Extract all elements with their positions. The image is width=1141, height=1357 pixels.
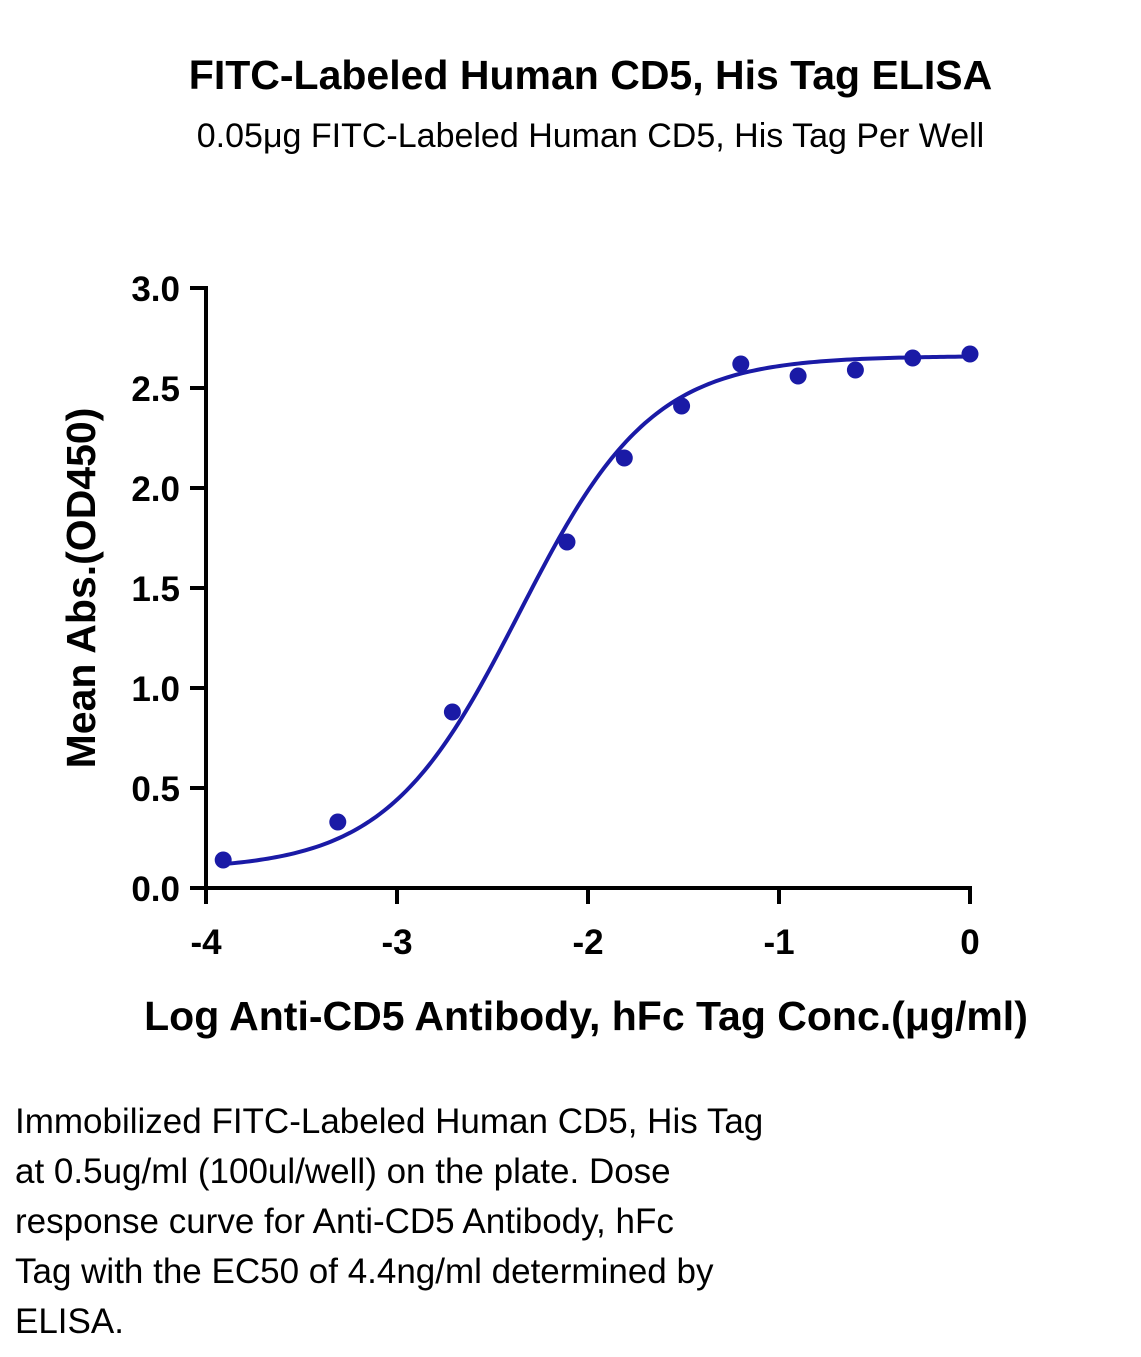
y-tick-label: 1.5	[131, 570, 180, 609]
x-axis-label: Log Anti-CD5 Antibody, hFc Tag Conc.(μg/…	[144, 993, 1028, 1039]
data-point	[732, 355, 750, 373]
y-tick-label: 1.0	[131, 670, 180, 709]
y-tick-label: 3.0	[131, 270, 180, 309]
x-tick-label: -4	[190, 923, 222, 962]
y-tick-label: 0.5	[131, 770, 180, 809]
data-point	[443, 703, 461, 721]
y-axis-label: Mean Abs.(OD450)	[58, 408, 104, 769]
chart-title: FITC-Labeled Human CD5, His Tag ELISA	[188, 52, 993, 98]
data-point	[558, 533, 576, 551]
fit-curve	[223, 354, 971, 867]
data-point	[846, 361, 864, 379]
y-tick-label: 0.0	[131, 870, 180, 909]
data-point	[673, 397, 691, 415]
data-point	[789, 367, 807, 385]
y-tick-label: 2.5	[131, 370, 180, 409]
x-tick-label: 0	[960, 923, 979, 962]
data-points	[214, 345, 979, 869]
axes: 0.0 0.5 1.0 1.5 2.0 2.5 3.0 -4 -3 -2 -1 0	[131, 270, 979, 962]
chart-subtitle: 0.05μg FITC-Labeled Human CD5, His Tag P…	[196, 117, 985, 155]
data-point	[961, 345, 979, 363]
elisa-chart: 0.0 0.5 1.0 1.5 2.0 2.5 3.0 -4 -3 -2 -1 0 Mean Abs.…	[58, 270, 1028, 1039]
x-tick-label: -1	[763, 923, 794, 962]
figure-caption: Immobilized FITC-Labeled Human CD5, His …	[15, 1102, 764, 1341]
data-point	[904, 349, 922, 367]
data-point	[615, 449, 633, 467]
data-point	[214, 851, 232, 869]
x-tick-label: -3	[381, 923, 412, 962]
y-tick-label: 2.0	[131, 470, 180, 509]
fit-curve-group	[223, 354, 971, 867]
data-point	[329, 813, 347, 831]
x-tick-label: -2	[572, 923, 603, 962]
